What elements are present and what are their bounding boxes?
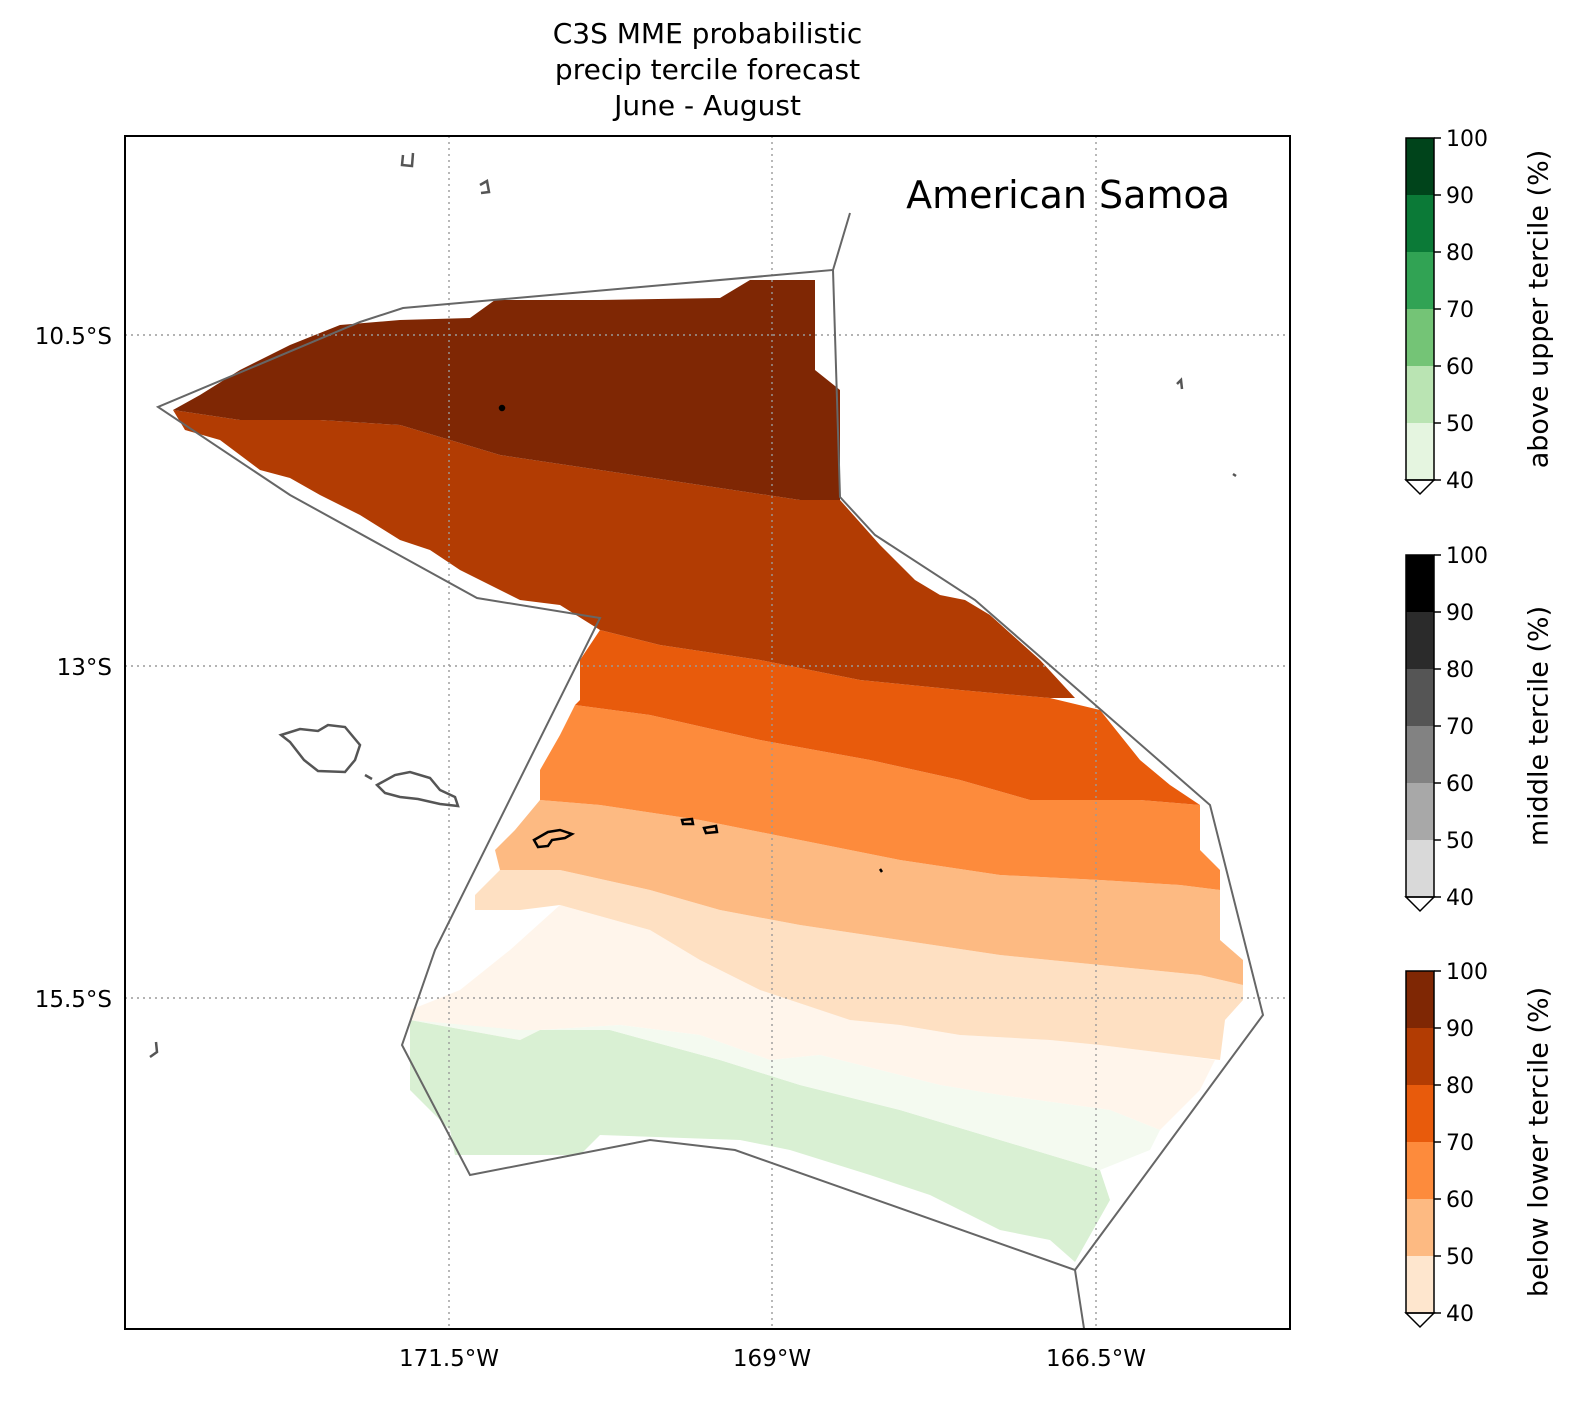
colorbar-segment bbox=[1406, 1028, 1434, 1085]
forecast-bands bbox=[173, 280, 1243, 1262]
colorbar-segment bbox=[1406, 423, 1434, 480]
colorbar-segment bbox=[1406, 1085, 1434, 1142]
lat-tick-3: 15.5°S bbox=[35, 987, 112, 1013]
colorbar-tick-label: 80 bbox=[1446, 1074, 1474, 1099]
colorbar-tick-label: 60 bbox=[1446, 772, 1474, 797]
colorbar-tick-label: 40 bbox=[1446, 1302, 1474, 1327]
colorbar-segment bbox=[1406, 669, 1434, 726]
colorbar-extend-arrow bbox=[1404, 479, 1436, 496]
band-below-40-50 bbox=[475, 870, 1243, 1060]
colorbar-middle: 100 90 80 70 60 50 40 middle tercile (%) bbox=[1404, 544, 1555, 913]
islet-north bbox=[498, 404, 506, 412]
colorbar-tick-label: 70 bbox=[1446, 715, 1474, 740]
tokelau-islet-2 bbox=[479, 179, 491, 195]
colorbar-segment bbox=[1406, 612, 1434, 669]
longitude-ticks: 171.5°W 169°W 166.5°W bbox=[399, 1346, 1146, 1372]
tokelau-islet-1 bbox=[400, 152, 415, 168]
colorbar-tick-label: 70 bbox=[1446, 298, 1474, 323]
samoa-islet-1 bbox=[364, 773, 373, 781]
colorbar-tick-label: 90 bbox=[1446, 1017, 1474, 1042]
gridlines bbox=[125, 136, 1290, 1329]
colorbar-label: above upper tercile (%) bbox=[1524, 150, 1555, 469]
band-below-50-60 bbox=[495, 800, 1243, 985]
band-below-70-80 bbox=[575, 630, 1200, 805]
colorbar-tick-label: 50 bbox=[1446, 829, 1474, 854]
eez-boundary-east bbox=[832, 269, 1265, 1271]
colorbar-tick-label: 80 bbox=[1446, 241, 1474, 266]
savaii-island bbox=[374, 770, 460, 808]
lat-tick-1: 10.5°S bbox=[35, 324, 112, 350]
colorbar-segment bbox=[1406, 726, 1434, 783]
colorbar-tick-label: 60 bbox=[1446, 1188, 1474, 1213]
band-below-60-70 bbox=[540, 705, 1220, 890]
upolu-island bbox=[278, 723, 362, 774]
ofu-olosega-island bbox=[680, 817, 695, 826]
colorbar-above-upper: 100 90 80 70 60 50 40 above upper tercile (%) bbox=[1404, 127, 1555, 496]
colorbar-tick-label: 100 bbox=[1446, 544, 1488, 569]
band-below-90-100 bbox=[173, 280, 840, 500]
wallis-islet bbox=[149, 1041, 159, 1059]
colorbar-label: below lower tercile (%) bbox=[1524, 987, 1555, 1297]
title-line-3: June - August bbox=[614, 89, 801, 122]
band-above-40-50 bbox=[410, 1020, 1110, 1262]
colorbar-tick-label: 50 bbox=[1446, 412, 1474, 437]
samoa-coastline bbox=[149, 152, 1237, 1059]
colorbar-extend-arrow bbox=[1404, 1312, 1436, 1329]
colorbar-tick-label: 80 bbox=[1446, 658, 1474, 683]
title-line-2: precip tercile forecast bbox=[554, 53, 861, 86]
colorbar-tick-label: 70 bbox=[1446, 1131, 1474, 1156]
colorbar-tick-label: 100 bbox=[1446, 127, 1488, 152]
lat-tick-2: 13°S bbox=[57, 655, 112, 681]
rose-atoll bbox=[878, 868, 884, 873]
band-below-80-90 bbox=[173, 410, 1075, 698]
colorbar-segment bbox=[1406, 555, 1434, 612]
colorbar-tick-label: 40 bbox=[1446, 469, 1474, 494]
tau-island bbox=[702, 824, 719, 835]
swains-islet bbox=[1176, 377, 1184, 390]
tutuila-island bbox=[532, 828, 576, 849]
colorbar-extend-arrow bbox=[1404, 896, 1436, 913]
colorbar-segment bbox=[1406, 1142, 1434, 1199]
colorbar-tick-label: 40 bbox=[1446, 886, 1474, 911]
latitude-ticks: 10.5°S 13°S 15.5°S bbox=[35, 324, 112, 1013]
colorbar-segment bbox=[1406, 366, 1434, 423]
colorbar-segment bbox=[1406, 252, 1434, 309]
colorbar-segment bbox=[1406, 971, 1434, 1028]
lon-tick-1: 171.5°W bbox=[399, 1346, 499, 1372]
american-samoa-coastline bbox=[498, 404, 884, 873]
colorbar-label: middle tercile (%) bbox=[1524, 606, 1555, 846]
eez-boundary bbox=[155, 212, 1086, 1329]
colorbar-tick-label: 60 bbox=[1446, 355, 1474, 380]
lon-tick-2: 169°W bbox=[733, 1346, 811, 1372]
band-middle-light bbox=[410, 1020, 1160, 1170]
colorbar-segment bbox=[1406, 1256, 1434, 1313]
islet-east bbox=[1232, 472, 1237, 478]
title-line-1: C3S MME probabilistic bbox=[552, 17, 863, 50]
lon-tick-3: 166.5°W bbox=[1046, 1346, 1146, 1372]
colorbar-segment bbox=[1406, 195, 1434, 252]
colorbar-tick-label: 90 bbox=[1446, 601, 1474, 626]
colorbar-segment bbox=[1406, 783, 1434, 840]
colorbar-segment bbox=[1406, 138, 1434, 195]
map-frame bbox=[124, 135, 1291, 1330]
colorbar-tick-label: 100 bbox=[1446, 960, 1488, 985]
band-below-lt40 bbox=[410, 905, 1215, 1130]
map-panel bbox=[125, 136, 1290, 1329]
colorbar-tick-label: 90 bbox=[1446, 184, 1474, 209]
colorbar-below-lower: 100 90 80 70 60 50 40 below lower tercile (%) bbox=[1404, 960, 1555, 1329]
region-label: American Samoa bbox=[906, 173, 1230, 217]
colorbar-segment bbox=[1406, 840, 1434, 897]
colorbar-tick-label: 50 bbox=[1446, 1245, 1474, 1270]
colorbar-segment bbox=[1406, 309, 1434, 366]
colorbar-segment bbox=[1406, 1199, 1434, 1256]
